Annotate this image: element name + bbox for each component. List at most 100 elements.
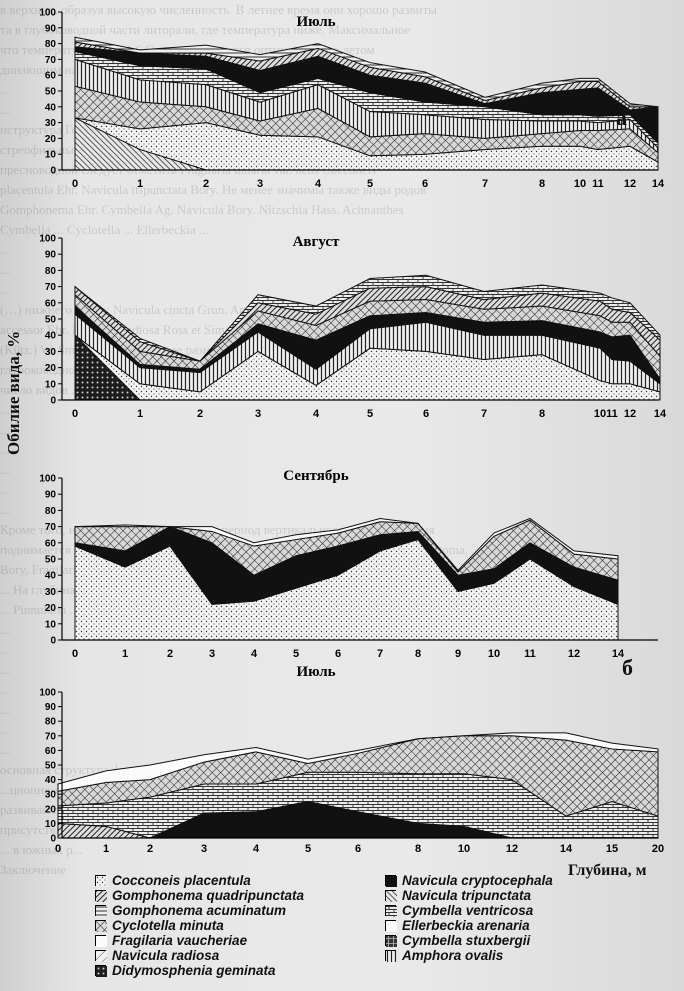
legend-label: Fragilaria vaucheriae <box>112 933 248 948</box>
x-tick-label: 8 <box>539 178 545 190</box>
panel-letter-a: а <box>616 105 627 130</box>
background-text-line: ... <box>0 102 10 117</box>
y-tick-label: 30 <box>45 587 57 598</box>
x-tick-label: 9 <box>455 648 461 660</box>
y-tick-label: 60 <box>45 71 57 82</box>
x-tick-label: 20 <box>652 843 664 855</box>
area-series-7 <box>74 36 659 108</box>
legend-swatch <box>95 920 107 932</box>
legend-label: Cymbella stuxbergii <box>402 933 531 948</box>
x-tick-label: 11 <box>524 648 536 660</box>
x-tick-label: 2 <box>203 178 209 190</box>
y-tick-label: 90 <box>45 250 57 261</box>
y-tick-label: 30 <box>45 790 57 801</box>
legend-item: Didymosphenia geminata <box>95 963 276 978</box>
x-tick-label: 8 <box>415 648 421 660</box>
x-tick-label: 14 <box>652 178 665 190</box>
legend-swatch <box>385 905 397 917</box>
y-tick-label: 20 <box>45 804 57 815</box>
y-tick-label: 90 <box>45 490 57 501</box>
panel-letter-b: б <box>622 655 633 680</box>
legend-label: Cymbella ventricosa <box>402 903 534 918</box>
legend-item: Cocconeis placentula <box>95 873 251 888</box>
y-tick-label: 10 <box>45 619 57 630</box>
x-tick-label: 14 <box>612 648 625 660</box>
x-tick-label: 10 <box>488 648 500 660</box>
chart-title: Июль <box>296 664 335 680</box>
y-tick-label: 80 <box>45 39 57 50</box>
x-tick-label: 12 <box>624 408 636 420</box>
x-tick-label: 1 <box>103 843 109 855</box>
legend-item: Navicula radiosa <box>95 948 219 963</box>
y-tick-label: 70 <box>45 731 57 742</box>
x-tick-label: 12 <box>568 648 580 660</box>
x-tick-label: 7 <box>481 408 487 420</box>
legend-label: Gomphonema acuminatum <box>112 903 287 918</box>
chart-title: Август <box>293 234 340 250</box>
y-tick-label: 60 <box>45 298 57 309</box>
legend-label: Navicula cryptocephala <box>402 873 553 888</box>
y-tick-label: 60 <box>45 746 57 757</box>
y-tick-label: 0 <box>50 166 56 177</box>
x-tick-label: 7 <box>377 648 383 660</box>
x-tick-label: 6 <box>335 648 341 660</box>
x-tick-label: 3 <box>209 648 215 660</box>
background-text-line: ... <box>0 442 10 457</box>
legend-label: Amphora ovalis <box>402 948 504 963</box>
x-tick-label: 2 <box>197 408 203 420</box>
background-text-line: в верхних, образуя высокую численность. … <box>0 2 437 17</box>
x-tick-label: 11 <box>592 178 604 190</box>
background-text-line: ... <box>0 502 10 517</box>
x-tick-label: 0 <box>72 648 78 660</box>
x-tick-label: 15 <box>606 843 618 855</box>
y-tick-label: 0 <box>50 396 56 407</box>
legend-label: Cyclotella minuta <box>112 918 224 933</box>
x-tick-label: 0 <box>72 408 78 420</box>
legend-label: Navicula radiosa <box>112 948 220 963</box>
y-tick-label: 30 <box>45 347 57 358</box>
y-tick-label: 90 <box>45 702 57 713</box>
x-tick-label: 3 <box>255 408 261 420</box>
background-text-line: ... <box>0 82 10 97</box>
legend-label: Navicula tripunctata <box>402 888 532 903</box>
area-series-3 <box>74 517 619 573</box>
x-tick-label: 1 <box>122 648 128 660</box>
x-tick-label: 0 <box>55 843 61 855</box>
x-tick-label: 8 <box>539 408 545 420</box>
background-text-line: ... <box>0 742 10 757</box>
y-tick-label: 40 <box>45 775 57 786</box>
x-tick-label: 6 <box>422 178 428 190</box>
x-tick-label: 5 <box>367 178 373 190</box>
x-tick-label: 10 <box>458 843 470 855</box>
x-axis-label: Глубина, м <box>568 862 647 879</box>
x-tick-label: 1 <box>137 408 143 420</box>
background-text-line: placentula Ehr. Navicula tripunctata Bor… <box>0 182 427 197</box>
y-tick-label: 0 <box>50 636 56 647</box>
y-tick-label: 50 <box>45 315 57 326</box>
y-tick-label: 80 <box>45 506 57 517</box>
background-text-line: Gomphonema Ehr. Cymbella Ag. Navicula Bo… <box>0 202 404 217</box>
legend-swatch <box>95 950 107 962</box>
legend-swatch <box>385 935 397 947</box>
background-text-line: Cymbella ... Cyclotella ... Ellerbeckia … <box>0 222 209 237</box>
x-tick-label: 5 <box>305 843 311 855</box>
legend-item: Gomphonema acuminatum <box>95 903 286 918</box>
background-text-line: Заключение <box>0 862 67 877</box>
legend-swatch <box>95 890 107 902</box>
y-tick-label: 10 <box>45 819 57 830</box>
y-tick-label: 100 <box>39 234 56 245</box>
background-text-line: число видов ... <box>0 382 81 397</box>
y-tick-label: 60 <box>45 538 57 549</box>
x-tick-label: 7 <box>482 178 488 190</box>
background-text-line: ... <box>0 722 10 737</box>
legend-item: Cymbella stuxbergii <box>385 933 530 948</box>
x-tick-label: 11 <box>606 408 618 420</box>
legend-swatch <box>95 965 107 977</box>
y-tick-label: 30 <box>45 118 57 129</box>
x-tick-label: 14 <box>654 408 667 420</box>
x-tick-label: 0 <box>72 178 78 190</box>
